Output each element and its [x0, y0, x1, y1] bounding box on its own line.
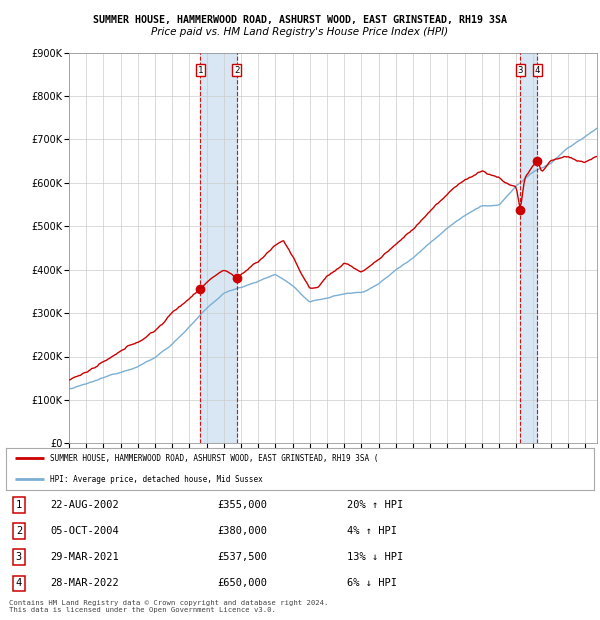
- Text: HPI: Average price, detached house, Mid Sussex: HPI: Average price, detached house, Mid …: [50, 475, 263, 484]
- Text: 28-MAR-2022: 28-MAR-2022: [50, 578, 119, 588]
- Bar: [520, 53, 538, 443]
- Text: £537,500: £537,500: [218, 552, 268, 562]
- Text: SUMMER HOUSE, HAMMERWOOD ROAD, ASHURST WOOD, EAST GRINSTEAD, RH19 3SA (: SUMMER HOUSE, HAMMERWOOD ROAD, ASHURST W…: [50, 454, 379, 463]
- Text: 1: 1: [16, 500, 22, 510]
- Text: 05-OCT-2004: 05-OCT-2004: [50, 526, 119, 536]
- Text: 29-MAR-2021: 29-MAR-2021: [50, 552, 119, 562]
- Text: 3: 3: [518, 66, 523, 74]
- Text: 6% ↓ HPI: 6% ↓ HPI: [347, 578, 397, 588]
- Text: 4: 4: [16, 578, 22, 588]
- Text: 1: 1: [198, 66, 203, 74]
- Text: £380,000: £380,000: [218, 526, 268, 536]
- Bar: [200, 53, 237, 443]
- Text: SUMMER HOUSE, HAMMERWOOD ROAD, ASHURST WOOD, EAST GRINSTEAD, RH19 3SA: SUMMER HOUSE, HAMMERWOOD ROAD, ASHURST W…: [93, 16, 507, 25]
- Text: 4% ↑ HPI: 4% ↑ HPI: [347, 526, 397, 536]
- Text: £650,000: £650,000: [218, 578, 268, 588]
- Text: Price paid vs. HM Land Registry's House Price Index (HPI): Price paid vs. HM Land Registry's House …: [151, 27, 449, 37]
- Text: 2: 2: [234, 66, 239, 74]
- Text: 13% ↓ HPI: 13% ↓ HPI: [347, 552, 403, 562]
- Text: 22-AUG-2002: 22-AUG-2002: [50, 500, 119, 510]
- Text: 4: 4: [535, 66, 540, 74]
- Text: 2: 2: [16, 526, 22, 536]
- Text: £355,000: £355,000: [218, 500, 268, 510]
- Text: Contains HM Land Registry data © Crown copyright and database right 2024.
This d: Contains HM Land Registry data © Crown c…: [9, 600, 328, 613]
- Text: 20% ↑ HPI: 20% ↑ HPI: [347, 500, 403, 510]
- Text: 3: 3: [16, 552, 22, 562]
